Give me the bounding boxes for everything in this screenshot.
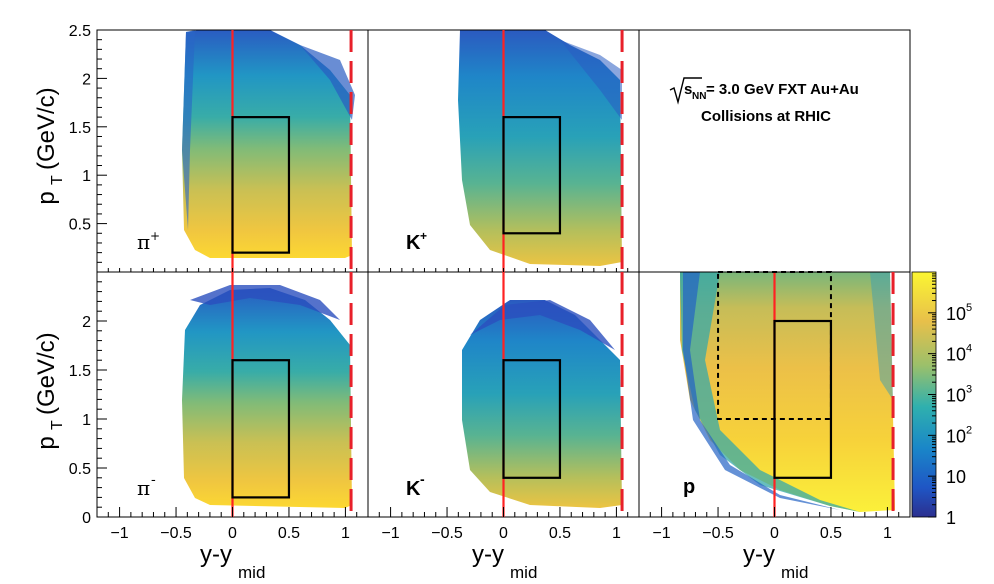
density-k-minus: [462, 300, 622, 508]
ylabel-p: p: [33, 191, 60, 204]
ylabel-p: p: [33, 436, 60, 449]
y-axis-title-bottom: p T (GeV/c): [33, 332, 66, 449]
x-tick-label: 1: [341, 525, 350, 542]
axis-ticks: −1 −0.5 0 0.5 1 −1 −0.5 0 0.5 1 −1 −0.5 0 0.5 1 0.5 1 1.5…: [69, 23, 911, 542]
panel-label-pi-plus: π +: [137, 229, 160, 254]
title-sqrt-sub: NN: [692, 91, 706, 102]
ylabel-sub: T: [49, 175, 66, 185]
ylabel-unit: (GeV/c): [33, 332, 60, 415]
x-axis-title-3: y-y mid: [743, 541, 808, 582]
x-axis-title-1: y-y mid: [200, 541, 265, 582]
y-axis-title-top: p T (GeV/c): [33, 87, 66, 204]
panel-label-sup: -: [420, 471, 425, 487]
title-line-2: Collisions at RHIC: [701, 108, 831, 125]
x-tick-label: 0.5: [820, 525, 842, 542]
ylabel-unit: (GeV/c): [33, 87, 60, 170]
acceptance-box: [231, 116, 291, 254]
panel-frame-title: [638, 29, 911, 273]
x-tick-label: 0: [228, 525, 237, 542]
acceptance-box: [502, 116, 562, 235]
y-tick-label: 1.5: [69, 120, 91, 137]
panel-label-k-minus: K -: [406, 471, 425, 500]
xlabel: y-y: [200, 541, 232, 568]
colorbar-tick-label: 10: [946, 304, 966, 324]
x-tick-label: 0: [770, 525, 779, 542]
density-pi-minus: [182, 285, 352, 508]
x-tick-label: 0.5: [549, 525, 571, 542]
y-tick-label: 1: [82, 412, 91, 429]
xlabel: y-y: [472, 541, 504, 568]
x-tick-label: −0.5: [160, 525, 192, 542]
y-tick-label: 0.5: [69, 217, 91, 234]
x-tick-label: 1: [612, 525, 621, 542]
svg-text:p: p: [33, 191, 60, 204]
panel-label-text: p: [683, 476, 695, 498]
x-tick-label: −1: [652, 525, 670, 542]
panel-label-k-plus: K +: [406, 229, 427, 254]
panel-label-text: K: [406, 478, 421, 500]
overlays: [231, 30, 895, 517]
y-tick-label: 1.5: [69, 363, 91, 380]
dashed-acceptance-box: [717, 271, 832, 420]
x-tick-label: 0: [499, 525, 508, 542]
colorbar-tick-exponent: 2: [966, 424, 972, 436]
title-line-1: = 3.0 GeV FXT Au+Au: [706, 81, 859, 98]
y-tick-label: 2: [82, 314, 91, 331]
colorbar-tick-label: 10: [946, 467, 966, 487]
panel-label-sup: +: [420, 229, 427, 243]
title-block: s NN = 3.0 GeV FXT Au+Au Collisions at R…: [669, 77, 859, 125]
colorbar-tick-label: 1: [946, 508, 956, 528]
x-tick-label: −1: [381, 525, 399, 542]
y-tick-label: 2: [82, 71, 91, 88]
y-tick-label: 2.5: [69, 23, 91, 40]
panel-label-text: K: [406, 232, 421, 254]
panel-label-sup: +: [150, 229, 160, 243]
xlabel-sub: mid: [510, 563, 537, 582]
xlabel-sub: mid: [781, 563, 808, 582]
y-tick-label: 1: [82, 168, 91, 185]
colorbar-tick-label: 10: [946, 345, 966, 365]
x-tick-label: −1: [110, 525, 128, 542]
colorbar-tick-exponent: 5: [966, 302, 972, 314]
density-proton: [680, 272, 895, 512]
acceptance-box: [231, 359, 291, 499]
sqrt-symbol-icon: [669, 77, 702, 105]
colorbar-tick-label: 10: [946, 386, 966, 406]
x-tick-label: 0.5: [278, 525, 300, 542]
x-tick-label: −0.5: [702, 525, 734, 542]
colorbar-tick-exponent: 3: [966, 384, 972, 396]
x-axis-title-2: y-y mid: [472, 541, 537, 582]
y-tick-label: 0: [82, 510, 91, 527]
panel-label-text: π: [137, 230, 150, 254]
panel-label-proton: p: [683, 476, 695, 498]
ylabel-sub: T: [49, 420, 66, 430]
x-tick-label: 1: [883, 525, 892, 542]
panel-label-text: π: [137, 476, 150, 500]
svg-text:p: p: [33, 436, 60, 449]
xlabel: y-y: [743, 541, 775, 568]
density-pi-plus: [182, 30, 355, 258]
xlabel-sub: mid: [238, 563, 265, 582]
density-k-plus: [458, 30, 622, 266]
colorbar-tick-label: 10: [946, 426, 966, 446]
colorbar-tick-exponent: 4: [966, 343, 972, 355]
panel-label-pi-minus: π -: [137, 472, 156, 500]
title-sqrt-s: s: [684, 81, 692, 98]
acceptance-box: [773, 319, 833, 479]
acceptance-box: [502, 359, 562, 479]
x-tick-label: −0.5: [431, 525, 463, 542]
panel-label-sup: -: [151, 472, 156, 488]
y-tick-label: 0.5: [69, 461, 91, 478]
